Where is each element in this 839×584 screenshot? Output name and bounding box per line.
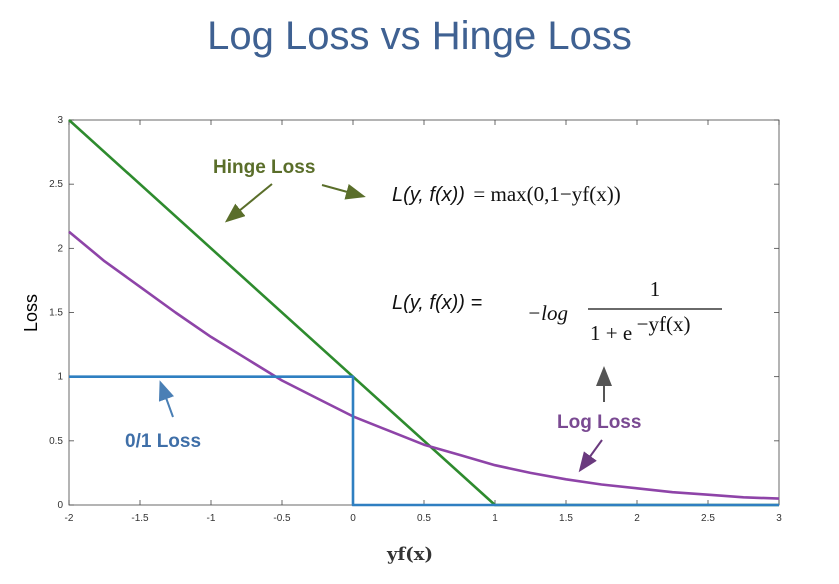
log-loss-line xyxy=(68,230,780,500)
y-tick-label: 3 xyxy=(57,115,63,126)
y-axis-title: Loss xyxy=(21,294,41,332)
page-title: Log Loss vs Hinge Loss xyxy=(207,14,632,58)
y-tick-label: 0 xyxy=(57,500,63,511)
log-formula-numerator: 1 xyxy=(650,277,661,301)
zero-one-loss-label: 0/1 Loss xyxy=(125,431,201,452)
log-formula-prefix: −log xyxy=(527,301,568,325)
x-tick-label: 1.5 xyxy=(559,513,573,524)
hinge-arrow-left xyxy=(224,183,273,223)
hinge-loss-label: Hinge Loss xyxy=(213,157,315,178)
x-tick-label: 2.5 xyxy=(701,513,715,524)
x-tick-label: -1.5 xyxy=(131,513,149,524)
log-arrow-down xyxy=(578,439,603,473)
x-tick-label: 0 xyxy=(350,513,356,524)
x-tick-label: -1 xyxy=(207,513,216,524)
y-tick-label: 0.5 xyxy=(49,436,63,447)
x-tick-label: 2 xyxy=(634,513,640,524)
y-tick-label: 2.5 xyxy=(49,179,63,190)
x-tick-label: -2 xyxy=(65,513,74,524)
x-axis-ticks: -2 -1.5 -1 -0.5 0 0.5 1 1.5 2 2.5 3 xyxy=(65,120,782,524)
x-tick-label: 1 xyxy=(492,513,498,524)
y-tick-label: 1.5 xyxy=(49,308,63,319)
series-layer xyxy=(68,119,780,507)
y-tick-label: 1 xyxy=(57,372,63,383)
hinge-arrow-right xyxy=(321,184,366,200)
log-formula-denominator: 1 + e −yf(x) xyxy=(590,312,690,345)
y-tick-label: 2 xyxy=(57,243,63,254)
log-formula-lhs: L(y, f(x)) = xyxy=(392,292,482,314)
x-tick-label: 0.5 xyxy=(417,513,431,524)
log-loss-label: Log Loss xyxy=(557,412,641,433)
x-tick-label: -0.5 xyxy=(273,513,291,524)
zero-one-arrow xyxy=(158,380,174,418)
hinge-formula: L(y, f(x)) = max(0,1−yf(x)) xyxy=(392,182,621,206)
x-tick-label: 3 xyxy=(776,513,782,524)
x-axis-title: yf(x) xyxy=(386,544,433,565)
0-1-loss-line xyxy=(69,375,779,507)
y-axis-ticks: 0 0.5 1 1.5 2 2.5 3 xyxy=(49,115,779,511)
